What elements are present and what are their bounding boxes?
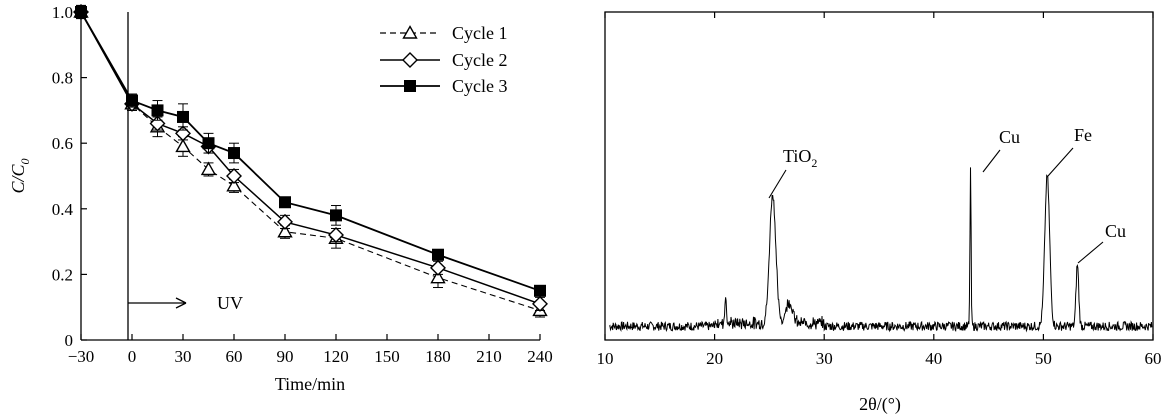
- left-x-tick-label: 180: [425, 347, 451, 366]
- peak-label-tio2: TiO2: [768, 146, 817, 199]
- peak-label-fe: Fe: [1047, 125, 1092, 177]
- left-y-tick-label: 0.4: [52, 200, 74, 219]
- point-cycle-2: [532, 295, 548, 312]
- point-cycle-1: [277, 223, 293, 238]
- left-y-tick-label: 1.0: [52, 3, 73, 22]
- point-cycle-3: [177, 110, 189, 123]
- y-title-main: C/C: [8, 164, 28, 194]
- uv-annotation: UV: [128, 293, 243, 313]
- svg-text:TiO2: TiO2: [783, 146, 817, 170]
- legend-marker-diamond: [402, 52, 418, 68]
- y-title-subscript: 0: [18, 158, 32, 164]
- series-line-cycle-1: [80, 11, 541, 312]
- point-cycle-3: [534, 284, 546, 297]
- legend-item-cycle-3: Cycle 3: [380, 76, 508, 96]
- left-x-tick-label: 120: [323, 347, 349, 366]
- xrd-frame: [604, 11, 1154, 341]
- left-x-tick-label: 0: [128, 347, 137, 366]
- left-x-tick-label: 90: [277, 347, 294, 366]
- peak-label-cu-1: Cu: [982, 127, 1020, 173]
- right-x-tick-label: 60: [1145, 349, 1162, 368]
- cu-1-leader-line: [982, 149, 1001, 173]
- right-x-tick-label: 10: [597, 349, 614, 368]
- point-cycle-3: [75, 6, 87, 18]
- legend: Cycle 1 Cycle 2 Cycle 3: [380, 23, 508, 96]
- point-cycle-3: [432, 248, 444, 261]
- legend-marker-square: [404, 80, 416, 92]
- point-cycle-3: [126, 94, 138, 107]
- left-x-ticks: −30 0 30 60 90 120 150 180 210 240: [68, 334, 553, 366]
- series-line-cycle-2: [80, 11, 541, 305]
- right-x-tick-label: 40: [925, 349, 942, 368]
- xrd-trace: [609, 167, 1153, 333]
- left-x-tick-label: 210: [476, 347, 502, 366]
- left-x-tick-label: 60: [226, 347, 243, 366]
- svg-text:C/C0: C/C0: [8, 158, 32, 193]
- right-x-axis-title: 2θ/(°): [859, 394, 901, 415]
- right-x-tick-label: 30: [816, 349, 833, 368]
- left-x-axis-title: Time/min: [275, 374, 345, 394]
- point-cycle-1: [200, 161, 217, 176]
- right-x-tick-label: 20: [706, 349, 723, 368]
- fe-label: Fe: [1074, 125, 1092, 145]
- peak-label-cu-2: Cu: [1077, 221, 1126, 264]
- left-y-tick-label: 0.6: [52, 134, 73, 153]
- point-cycle-2: [328, 227, 344, 244]
- degradation-axes: [80, 12, 540, 341]
- left-x-tick-label: 240: [527, 347, 553, 366]
- left-x-tick-label: 30: [175, 347, 192, 366]
- degradation-chart: −30 0 30 60 90 120 150 180 210 240 00.20.40.60.81…: [8, 3, 553, 394]
- fe-leader-line: [1047, 147, 1074, 177]
- left-y-tick-label: 0.8: [52, 69, 73, 88]
- tio2-leader-line: [768, 169, 787, 199]
- left-series: [73, 4, 548, 318]
- point-cycle-3: [202, 137, 215, 150]
- right-x-ticks: 10 20 30 40 50 60: [597, 12, 1162, 368]
- left-x-tick-label: 150: [374, 347, 400, 366]
- legend-label-cycle-1: Cycle 1: [452, 23, 508, 43]
- legend-marker-triangle: [402, 25, 418, 39]
- legend-label-cycle-3: Cycle 3: [452, 76, 508, 96]
- cu-2-label: Cu: [1105, 221, 1126, 241]
- point-cycle-3: [279, 196, 291, 209]
- series-line-cycle-3: [80, 11, 541, 292]
- point-cycle-1: [175, 138, 191, 153]
- point-cycle-1: [226, 177, 242, 192]
- left-y-axis-title: C/C0: [8, 158, 32, 193]
- legend-item-cycle-1: Cycle 1: [380, 23, 508, 43]
- cu-2-leader-line: [1077, 241, 1104, 264]
- uv-arrowhead: [175, 297, 187, 309]
- point-cycle-1: [430, 269, 446, 284]
- left-y-tick-label: 0: [65, 331, 74, 350]
- point-cycle-3: [151, 104, 164, 117]
- point-cycle-3: [330, 209, 342, 222]
- left-y-ticks: 0 0.2 0.4 0.6 0.8 1.0: [52, 3, 87, 350]
- legend-item-cycle-2: Cycle 2: [380, 50, 508, 70]
- tio2-label-main: TiO: [783, 146, 811, 166]
- point-cycle-2: [430, 259, 446, 276]
- point-cycle-3: [228, 147, 240, 160]
- point-cycle-2: [277, 213, 293, 230]
- xrd-chart: 10 20 30 40 50 60 TiO2 Cu Fe Cu 2θ/(°): [597, 11, 1162, 415]
- point-cycle-2: [226, 168, 242, 184]
- legend-label-cycle-2: Cycle 2: [452, 50, 508, 70]
- left-y-tick-label: 0.2: [52, 265, 73, 284]
- tio2-label-subscript: 2: [811, 156, 817, 170]
- uv-label: UV: [217, 293, 243, 313]
- cu-1-label: Cu: [999, 127, 1020, 147]
- left-x-tick-label: −30: [68, 347, 95, 366]
- right-x-tick-label: 50: [1035, 349, 1052, 368]
